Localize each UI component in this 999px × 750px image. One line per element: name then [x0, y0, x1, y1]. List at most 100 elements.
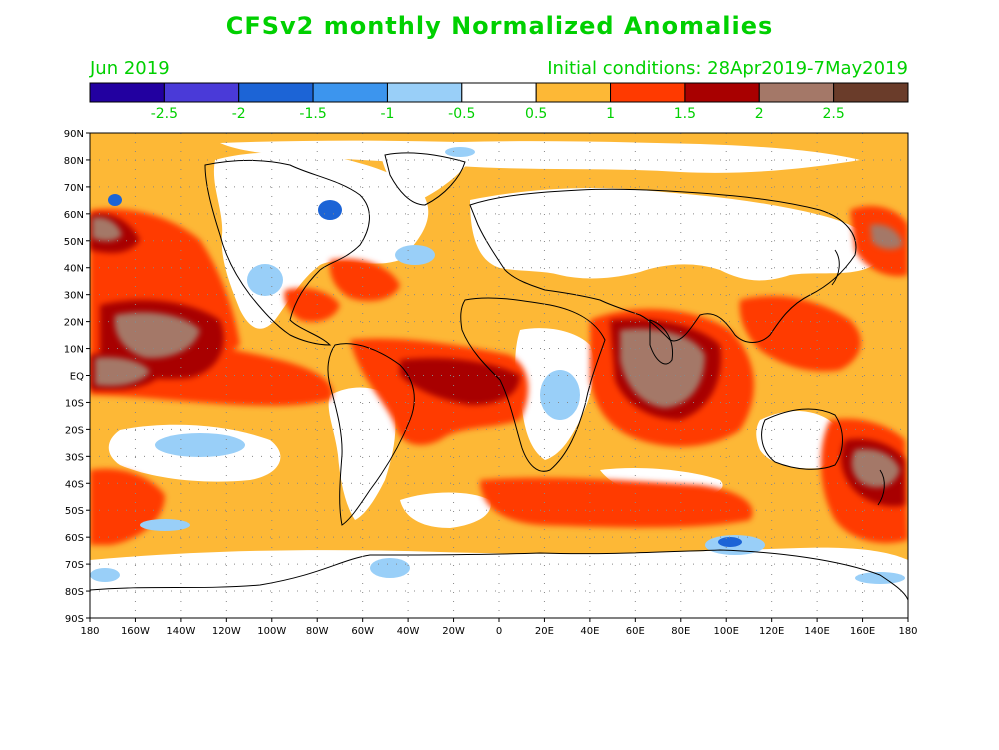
colorbar-labels: -2.5 -2 -1.5 -1 -0.5 0.5 1 1.5 2 2.5	[151, 106, 845, 122]
south-pacific-cool	[155, 433, 245, 457]
valid-month-label: Jun 2019	[90, 58, 170, 79]
lon-label: 160E	[850, 626, 875, 637]
lon-label: 20W	[442, 626, 465, 637]
lon-label: 180	[898, 626, 917, 637]
map-title: CFSv2 monthly Normalized Anomalies	[225, 12, 774, 40]
lat-label: 80S	[65, 587, 84, 598]
colorbar-swatch-10	[833, 82, 909, 103]
colorbar-label: -1	[380, 106, 394, 122]
greenland-coast	[384, 152, 466, 206]
lat-label: 70N	[64, 183, 84, 194]
lon-label: 180	[80, 626, 99, 637]
lat-label: 60N	[64, 210, 84, 221]
lat-label: 50S	[65, 506, 84, 517]
eq-pacific-brown	[95, 357, 150, 387]
arctic-normal	[220, 140, 860, 173]
australia-coast	[761, 408, 843, 470]
colorbar-label: -2	[232, 106, 246, 122]
south-america-normal	[328, 387, 396, 520]
africa-cool	[540, 370, 580, 420]
lon-label: 100E	[714, 626, 739, 637]
pacific-south-cool	[140, 519, 190, 531]
colorbar-label: -0.5	[448, 106, 475, 122]
africa-coast	[460, 297, 606, 472]
lat-label: 30N	[64, 291, 84, 302]
antarctica-coast	[90, 549, 908, 601]
north-america-coast	[204, 160, 370, 346]
lat-label: 70S	[65, 560, 84, 571]
mid-atlantic-warm	[329, 258, 400, 302]
mid-atlantic-cool	[395, 245, 435, 265]
arctic-cool	[445, 147, 475, 157]
lon-label: 40E	[580, 626, 599, 637]
colorbar-label: -1.5	[299, 106, 326, 122]
antarctic-cool	[370, 558, 410, 578]
lat-label: 50N	[64, 237, 84, 248]
west-pacific-warm	[739, 296, 861, 372]
lat-label: 20N	[64, 318, 84, 329]
eurasia-normal	[470, 188, 880, 281]
southern-strong-cool	[718, 537, 742, 547]
negative-anomaly-regions	[90, 147, 905, 584]
lat-label: 20S	[65, 425, 84, 436]
colorbar-label: -2.5	[151, 106, 178, 122]
lon-label: 140W	[166, 626, 195, 637]
coastlines	[90, 152, 908, 601]
lon-label: 120E	[759, 626, 784, 637]
lon-label: 100W	[257, 626, 286, 637]
ne-pacific-brown	[114, 312, 200, 359]
colorbar: -2.5 -2 -1.5 -1 -0.5 0.5 1 1.5 2 2.5	[89, 82, 909, 122]
new-zealand-coast	[877, 469, 885, 506]
colorbar-label: 1.5	[674, 106, 696, 122]
latitude-ticks: 90N 80N 70N 60N 50N 40N 30N 20N 10N EQ 10S 20S 30S 40…	[64, 129, 90, 625]
north-pacific-cool	[247, 264, 283, 296]
anomaly-fields	[90, 133, 908, 618]
colorbar-label: 1	[606, 106, 615, 122]
japan-brown	[870, 224, 903, 250]
nw-pacific-brown	[92, 217, 122, 242]
eurasia-coast	[469, 188, 857, 343]
gulf-warm	[284, 288, 340, 322]
se-pacific-cool	[90, 568, 120, 582]
longitude-ticks: 180 160W 140W 120W 100W 80W 60W 40W 20W 0 20E 40E 60…	[80, 618, 918, 637]
colorbar-label: 2	[755, 106, 764, 122]
extreme-anomaly-regions	[92, 217, 903, 488]
hudson-cool	[318, 200, 342, 220]
lon-label: 60W	[351, 626, 374, 637]
lon-label: 140E	[804, 626, 829, 637]
indian-brown	[620, 328, 705, 408]
lat-label: 40S	[65, 479, 84, 490]
lon-label: 160W	[121, 626, 150, 637]
strong-negative-regions	[108, 194, 742, 547]
japan-coast	[831, 249, 840, 286]
lat-label: 40N	[64, 264, 84, 275]
lat-label: EQ	[70, 372, 84, 383]
colorbar-label: 0.5	[525, 106, 547, 122]
colorbar-label: 2.5	[823, 106, 845, 122]
lon-label: 120W	[212, 626, 241, 637]
ross-sea-cool	[855, 572, 905, 584]
lon-label: 0	[496, 626, 502, 637]
lon-label: 40W	[397, 626, 420, 637]
australia-normal	[756, 410, 837, 469]
lat-label: 10S	[65, 398, 84, 409]
lat-label: 90S	[65, 614, 84, 625]
lat-label: 60S	[65, 533, 84, 544]
lon-label: 80E	[671, 626, 690, 637]
india-coast	[649, 319, 674, 365]
lat-label: 30S	[65, 452, 84, 463]
initial-conditions-label: Initial conditions: 28Apr2019-7May2019	[547, 58, 908, 79]
lon-label: 20E	[535, 626, 554, 637]
tasman-brown	[851, 449, 900, 488]
colorbar-swatches	[89, 82, 909, 103]
south-atlantic-normal	[400, 492, 491, 528]
lon-label: 60E	[626, 626, 645, 637]
south-america-coast	[327, 343, 415, 526]
lat-label: 90N	[64, 129, 84, 140]
lon-label: 80W	[306, 626, 329, 637]
lat-label: 10N	[64, 345, 84, 356]
antarctica-normal	[90, 547, 908, 618]
southern-ocean-warm	[480, 477, 753, 528]
alaska-cool	[108, 194, 122, 206]
